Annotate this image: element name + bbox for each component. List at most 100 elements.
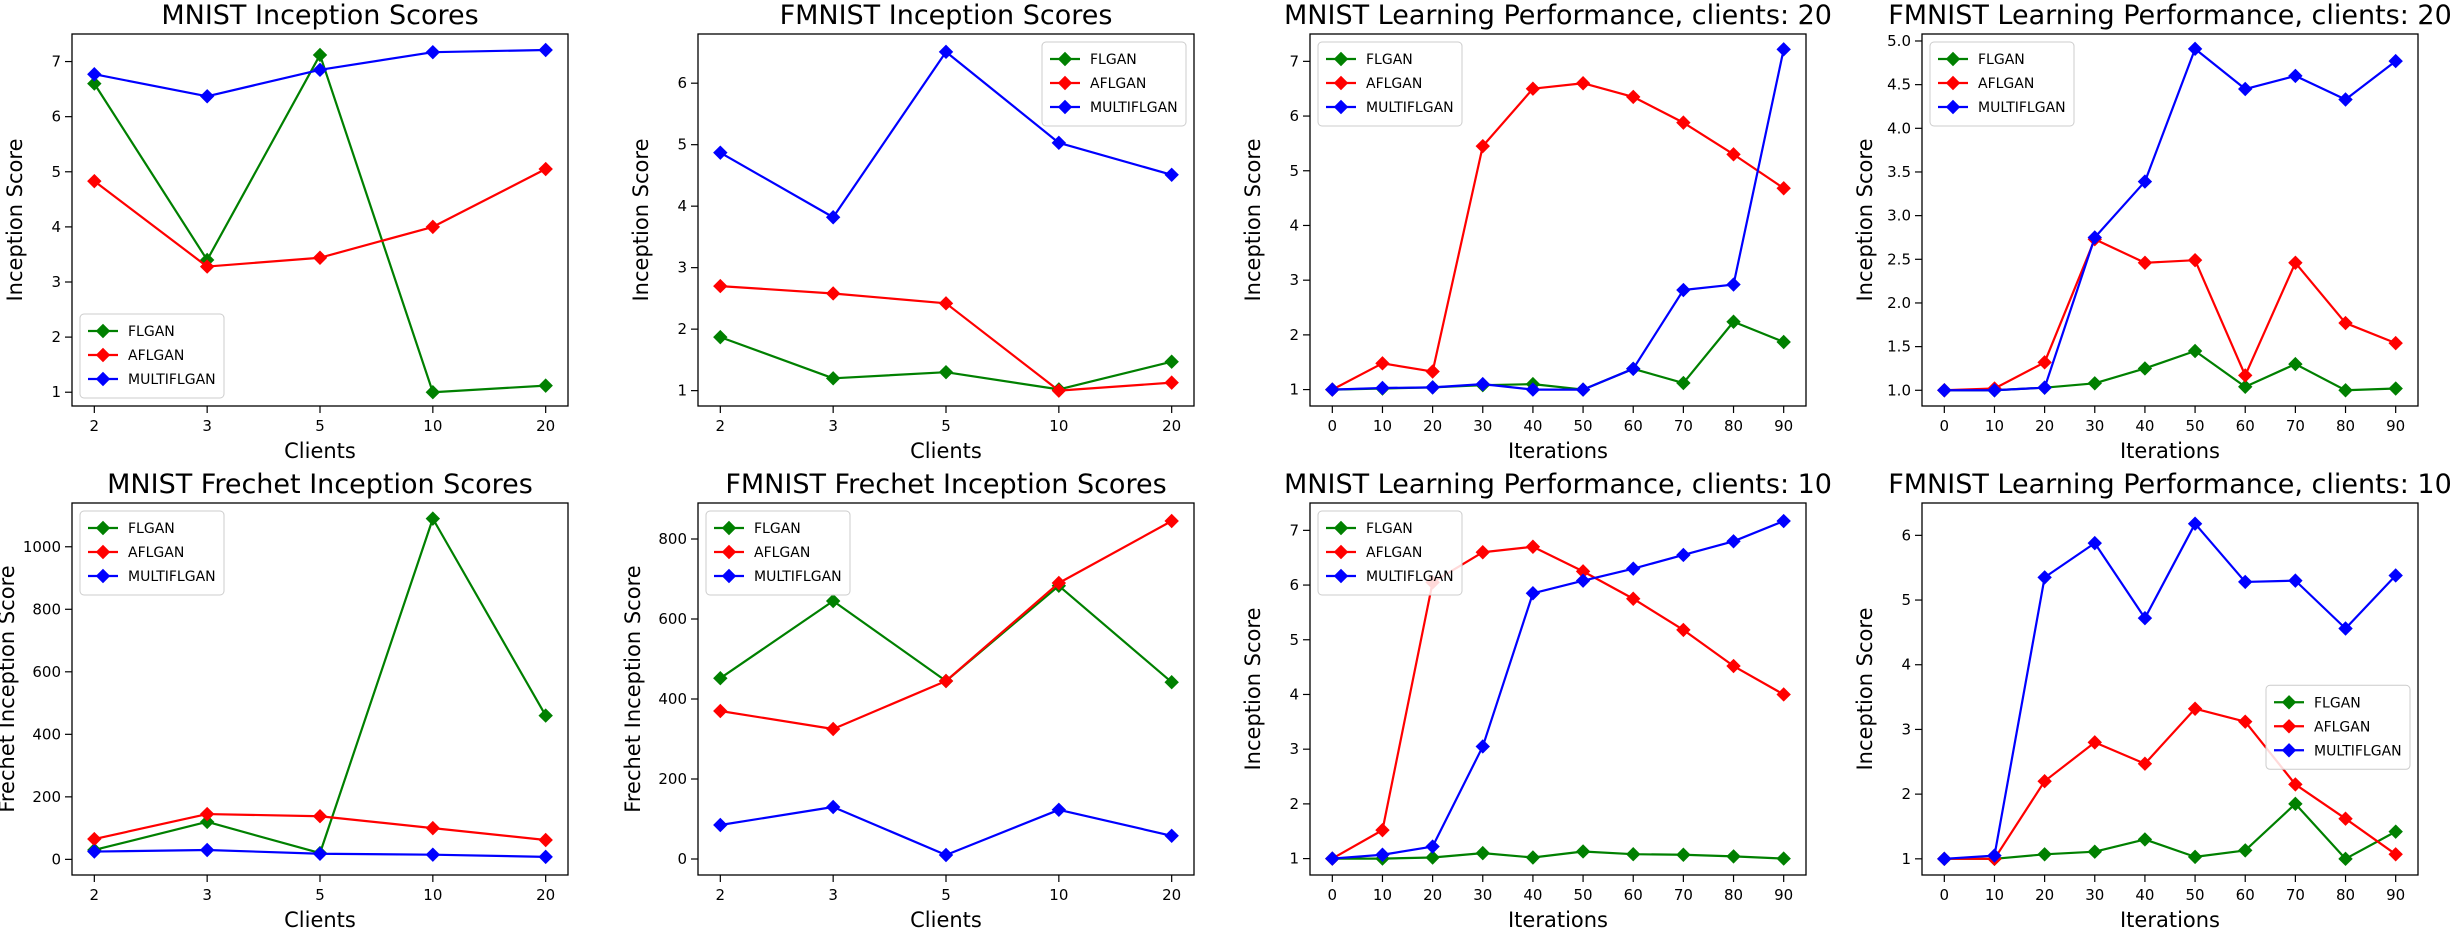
legend-marker-flgan bbox=[95, 323, 111, 339]
data-point-multiflgan bbox=[1626, 561, 1641, 576]
chart-7-mnist-learning-performance-clients-10: MNIST Learning Performance, clients: 10 0… bbox=[1241, 469, 1832, 931]
data-point-multiflgan bbox=[312, 846, 328, 861]
data-point-flgan bbox=[2137, 832, 2153, 847]
data-point-multiflgan bbox=[1475, 739, 1490, 754]
y-tick-label: 7 bbox=[51, 53, 61, 71]
x-tick-label: 5 bbox=[315, 886, 325, 904]
x-tick-label: 3 bbox=[828, 417, 838, 435]
data-point-aflgan bbox=[312, 809, 328, 824]
legend: FLGAN AFLGAN MULTIFLGAN bbox=[2265, 684, 2411, 770]
x-tick-label: 50 bbox=[2186, 886, 2205, 904]
data-point-aflgan bbox=[2238, 368, 2253, 383]
y-tick-label: 5 bbox=[1901, 591, 1911, 609]
data-point-aflgan bbox=[1676, 115, 1691, 130]
data-point-aflgan bbox=[825, 721, 841, 737]
data-point-multiflgan bbox=[1375, 847, 1390, 862]
y-tick-label: 6 bbox=[677, 74, 687, 92]
x-tick-label: 30 bbox=[1473, 886, 1492, 904]
y-tick-label: 2 bbox=[51, 328, 61, 346]
data-point-flgan bbox=[2137, 361, 2153, 376]
data-point-multiflgan bbox=[1164, 167, 1179, 183]
data-point-multiflgan bbox=[1776, 513, 1791, 529]
data-point-aflgan bbox=[2037, 773, 2052, 789]
data-point-multiflgan bbox=[87, 67, 102, 82]
series-line-flgan bbox=[1944, 802, 2397, 860]
data-point-multiflgan bbox=[1626, 361, 1641, 377]
data-point-aflgan bbox=[2288, 777, 2303, 792]
data-point-aflgan bbox=[2137, 756, 2153, 771]
data-point-flgan bbox=[1776, 851, 1791, 866]
series-line-flgan bbox=[719, 584, 1173, 684]
legend-marker-flgan bbox=[1057, 51, 1073, 67]
chart-title: MNIST Learning Performance, clients: 10 bbox=[1284, 469, 1832, 500]
data-point-multiflgan bbox=[312, 62, 328, 78]
data-point-multiflgan bbox=[2087, 230, 2102, 245]
data-point-aflgan bbox=[425, 219, 441, 235]
data-point-aflgan bbox=[2338, 811, 2353, 826]
y-tick-label: 1 bbox=[51, 383, 61, 401]
x-tick-label: 3 bbox=[828, 886, 838, 904]
chart-title: FMNIST Learning Performance, clients: 20 bbox=[1888, 0, 2452, 31]
x-tick-label: 40 bbox=[1523, 886, 1542, 904]
x-tick-label: 50 bbox=[2186, 417, 2205, 435]
data-point-multiflgan bbox=[1325, 382, 1340, 397]
data-point-flgan bbox=[2238, 843, 2253, 858]
legend-marker-aflgan bbox=[2281, 719, 2297, 734]
data-point-flgan bbox=[1525, 850, 1541, 865]
data-point-multiflgan bbox=[2388, 568, 2403, 583]
legend-box bbox=[1041, 41, 1187, 127]
x-tick-label: 10 bbox=[423, 886, 442, 904]
y-tick-label: 200 bbox=[658, 770, 687, 788]
x-tick-label: 20 bbox=[1423, 417, 1442, 435]
data-point-flgan bbox=[2338, 383, 2353, 398]
data-point-flgan bbox=[2187, 343, 2203, 359]
data-point-aflgan bbox=[1726, 147, 1741, 162]
data-point-flgan bbox=[1776, 334, 1791, 350]
y-axis-label: Frechet Inception Score bbox=[621, 565, 645, 812]
y-tick-label: 2 bbox=[1289, 795, 1299, 813]
x-tick-label: 60 bbox=[2236, 886, 2255, 904]
chart-title: FMNIST Learning Performance, clients: 10 bbox=[1888, 469, 2452, 500]
data-point-aflgan bbox=[713, 703, 728, 719]
data-point-multiflgan bbox=[2137, 610, 2153, 626]
data-point-flgan bbox=[1164, 354, 1179, 369]
legend-marker-multiflgan bbox=[1333, 99, 1349, 115]
y-tick-label: 6 bbox=[1289, 576, 1299, 594]
data-point-multiflgan bbox=[825, 210, 841, 225]
chart-title: MNIST Inception Scores bbox=[161, 0, 478, 31]
x-tick-label: 40 bbox=[1523, 417, 1542, 435]
legend-marker-multiflgan bbox=[2281, 743, 2297, 758]
legend-box bbox=[1317, 510, 1463, 596]
legend-label-multiflgan: MULTIFLGAN bbox=[2314, 743, 2402, 759]
x-tick-label: 10 bbox=[1373, 886, 1392, 904]
data-point-multiflgan bbox=[2137, 174, 2153, 189]
data-point-aflgan bbox=[199, 806, 215, 822]
y-tick-label: 4.0 bbox=[1887, 119, 1911, 137]
data-point-multiflgan bbox=[938, 847, 954, 863]
y-tick-label: 0 bbox=[677, 850, 687, 868]
data-point-multiflgan bbox=[2288, 573, 2303, 588]
legend: FLGAN AFLGAN MULTIFLGAN bbox=[1317, 41, 1463, 127]
series-line-flgan bbox=[1944, 349, 2396, 392]
y-tick-label: 2.0 bbox=[1887, 294, 1911, 312]
x-tick-label: 10 bbox=[423, 417, 442, 435]
data-point-multiflgan bbox=[425, 847, 441, 862]
series-line-multiflgan bbox=[1944, 522, 2397, 860]
y-tick-label: 7 bbox=[1289, 52, 1299, 70]
legend-label-aflgan: AFLGAN bbox=[754, 545, 810, 561]
x-tick-label: 2 bbox=[90, 886, 100, 904]
y-tick-label: 7 bbox=[1289, 521, 1299, 539]
y-tick-label: 5 bbox=[677, 136, 687, 154]
x-tick-label: 90 bbox=[1774, 886, 1793, 904]
legend-box bbox=[79, 510, 225, 596]
y-tick-label: 4 bbox=[51, 218, 61, 236]
x-tick-label: 10 bbox=[1373, 417, 1392, 435]
y-tick-label: 600 bbox=[658, 610, 687, 628]
legend-label-flgan: FLGAN bbox=[128, 324, 175, 340]
data-point-aflgan bbox=[1425, 364, 1440, 379]
x-tick-label: 0 bbox=[1328, 417, 1338, 435]
series-line-flgan bbox=[1332, 850, 1784, 860]
y-tick-label: 600 bbox=[32, 663, 61, 681]
chart-title: MNIST Learning Performance, clients: 20 bbox=[1284, 0, 1832, 31]
legend-marker-flgan bbox=[95, 520, 111, 536]
